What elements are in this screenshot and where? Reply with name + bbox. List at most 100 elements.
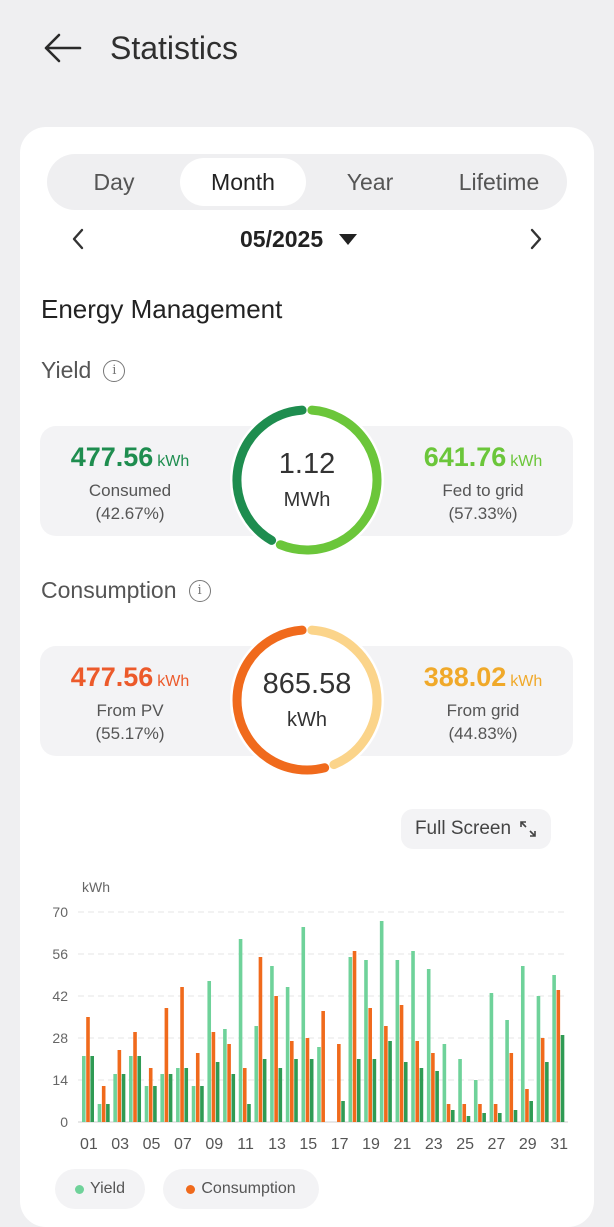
bar-yield[interactable] <box>113 1074 117 1122</box>
bar-consumption[interactable] <box>133 1032 137 1122</box>
bar-consumption[interactable] <box>195 1053 200 1122</box>
bar-yield[interactable] <box>285 987 290 1122</box>
bar-yield[interactable] <box>129 1056 133 1122</box>
bar-consumption[interactable] <box>211 1032 216 1122</box>
bar-yield[interactable] <box>160 1074 164 1122</box>
bar-yield[interactable] <box>364 960 368 1122</box>
back-button[interactable] <box>40 28 84 68</box>
bar-consumption[interactable] <box>180 987 184 1122</box>
bar-secondary[interactable] <box>294 1059 298 1122</box>
bar-consumption[interactable] <box>117 1050 122 1122</box>
bar-consumption[interactable] <box>431 1053 435 1122</box>
bar-secondary[interactable] <box>341 1101 345 1122</box>
full-screen-button[interactable]: Full Screen <box>401 809 551 849</box>
bar-yield[interactable] <box>442 1044 447 1122</box>
bar-secondary[interactable] <box>200 1086 204 1122</box>
bar-consumption[interactable] <box>478 1104 482 1122</box>
bar-yield[interactable] <box>176 1068 180 1122</box>
bar-secondary[interactable] <box>106 1104 110 1122</box>
bar-yield[interactable] <box>144 1086 149 1122</box>
bar-yield[interactable] <box>191 1086 196 1122</box>
bar-yield[interactable] <box>270 966 274 1122</box>
bar-yield[interactable] <box>223 1029 227 1122</box>
bar-secondary[interactable] <box>419 1068 424 1122</box>
bar-yield[interactable] <box>458 1059 462 1122</box>
bar-secondary[interactable] <box>247 1104 251 1122</box>
tab-day[interactable]: Day <box>93 168 135 195</box>
bar-yield[interactable] <box>505 1020 509 1122</box>
bar-yield[interactable] <box>489 993 494 1122</box>
bar-yield[interactable] <box>520 966 525 1122</box>
bar-consumption[interactable] <box>321 1011 325 1122</box>
bar-yield[interactable] <box>238 939 243 1122</box>
bar-yield[interactable] <box>97 1104 102 1122</box>
bar-yield[interactable] <box>426 969 431 1122</box>
bar-consumption[interactable] <box>509 1053 514 1122</box>
tab-year[interactable]: Year <box>346 168 394 195</box>
bar-yield[interactable] <box>552 975 556 1122</box>
bar-secondary[interactable] <box>278 1068 283 1122</box>
bar-secondary[interactable] <box>513 1110 518 1122</box>
bar-secondary[interactable] <box>545 1062 549 1122</box>
bar-yield[interactable] <box>317 1047 321 1122</box>
bar-secondary[interactable] <box>137 1056 142 1122</box>
bar-consumption[interactable] <box>493 1104 498 1122</box>
bar-secondary[interactable] <box>403 1062 408 1122</box>
bar-consumption[interactable] <box>227 1044 231 1122</box>
bar-consumption[interactable] <box>258 957 263 1122</box>
bar-consumption[interactable] <box>148 1068 153 1122</box>
bar-consumption[interactable] <box>525 1089 529 1122</box>
bar-secondary[interactable] <box>356 1059 361 1122</box>
info-icon[interactable]: i <box>188 579 211 602</box>
bar-secondary[interactable] <box>231 1074 236 1122</box>
bar-secondary[interactable] <box>435 1071 439 1122</box>
bar-secondary[interactable] <box>450 1110 455 1122</box>
bar-secondary[interactable] <box>466 1116 471 1122</box>
bar-secondary[interactable] <box>309 1059 314 1122</box>
bar-secondary[interactable] <box>121 1074 126 1122</box>
bar-secondary[interactable] <box>372 1059 377 1122</box>
legend-yield[interactable]: Yield <box>55 1169 145 1209</box>
bar-consumption[interactable] <box>101 1086 106 1122</box>
next-month-button[interactable] <box>521 224 551 254</box>
bar-yield[interactable] <box>395 960 400 1122</box>
tab-lifetime[interactable]: Lifetime <box>458 168 540 195</box>
previous-month-button[interactable] <box>63 224 93 254</box>
info-icon[interactable]: i <box>103 359 126 382</box>
bar-yield[interactable] <box>207 981 212 1122</box>
bar-consumption[interactable] <box>368 1008 372 1122</box>
bar-yield[interactable] <box>348 957 353 1122</box>
bar-secondary[interactable] <box>529 1101 533 1122</box>
bar-consumption[interactable] <box>415 1041 420 1122</box>
bar-consumption[interactable] <box>556 990 561 1122</box>
date-picker[interactable]: 05/2025 <box>240 226 358 253</box>
bar-yield[interactable] <box>411 951 415 1122</box>
bar-consumption[interactable] <box>86 1017 90 1122</box>
bar-secondary[interactable] <box>482 1113 486 1122</box>
legend-consumption[interactable]: Consumption <box>163 1169 319 1209</box>
bar-secondary[interactable] <box>90 1056 94 1122</box>
bar-yield[interactable] <box>379 921 384 1122</box>
bar-consumption[interactable] <box>290 1041 294 1122</box>
bar-consumption[interactable] <box>446 1104 451 1122</box>
bar-consumption[interactable] <box>352 951 357 1122</box>
bar-secondary[interactable] <box>153 1086 157 1122</box>
bar-consumption[interactable] <box>305 1038 310 1122</box>
bar-secondary[interactable] <box>184 1068 189 1122</box>
bar-secondary[interactable] <box>560 1035 565 1122</box>
bar-consumption[interactable] <box>384 1026 388 1122</box>
bar-consumption[interactable] <box>242 1068 247 1122</box>
bar-secondary[interactable] <box>168 1074 173 1122</box>
bar-secondary[interactable] <box>498 1113 502 1122</box>
bar-secondary[interactable] <box>388 1041 392 1122</box>
bar-yield[interactable] <box>254 1026 259 1122</box>
bar-consumption[interactable] <box>540 1038 545 1122</box>
bar-consumption[interactable] <box>274 996 278 1122</box>
bar-yield[interactable] <box>82 1056 86 1122</box>
bar-secondary[interactable] <box>262 1059 267 1122</box>
bar-secondary[interactable] <box>215 1062 220 1122</box>
bar-yield[interactable] <box>536 996 541 1122</box>
bar-yield[interactable] <box>473 1080 478 1122</box>
tab-month[interactable]: Month <box>180 158 306 206</box>
bar-consumption[interactable] <box>399 1005 404 1122</box>
